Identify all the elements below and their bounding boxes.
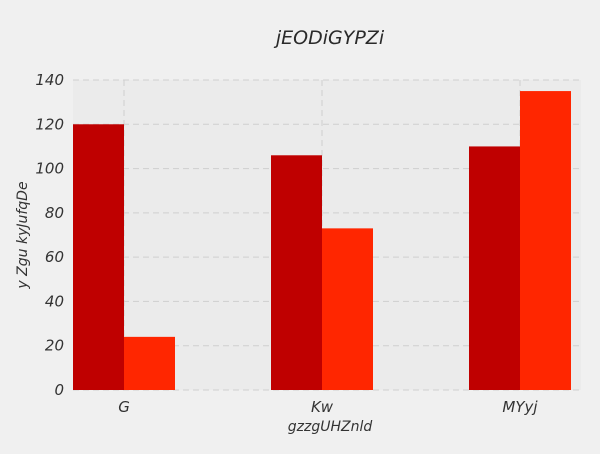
y-tick-label: 80 (45, 204, 64, 222)
x-axis-label: gzzgUHZnld (288, 419, 373, 435)
x-tick-label: Kw (311, 398, 334, 416)
y-tick-labels: 0 20 40 60 80 100 120 140 (35, 71, 64, 399)
bar-series-2-G (124, 336, 175, 390)
bar-series-2-Kw (322, 228, 373, 390)
y-tick-label: 40 (45, 292, 64, 310)
y-tick-label: 120 (35, 115, 64, 133)
x-tick-labels: G Kw MYyj (118, 398, 538, 416)
bars (73, 91, 571, 391)
y-tick-label: 60 (45, 248, 64, 266)
y-tick-label: 100 (35, 160, 64, 178)
bar-series-1-Kw (271, 155, 322, 390)
y-axis-label: y Zgu kyJufqDe (15, 181, 31, 289)
bar-series-1-MYyj (469, 146, 520, 390)
y-tick-label: 20 (45, 337, 64, 355)
y-tick-label: 140 (35, 71, 64, 89)
x-tick-label: MYyj (502, 398, 538, 416)
bar-series-1-G (73, 124, 124, 391)
bar-series-2-MYyj (520, 91, 571, 391)
chart-title: jEODiGYPZi (273, 27, 385, 49)
y-tick-label: 0 (54, 381, 64, 399)
x-tick-label: G (118, 398, 130, 416)
